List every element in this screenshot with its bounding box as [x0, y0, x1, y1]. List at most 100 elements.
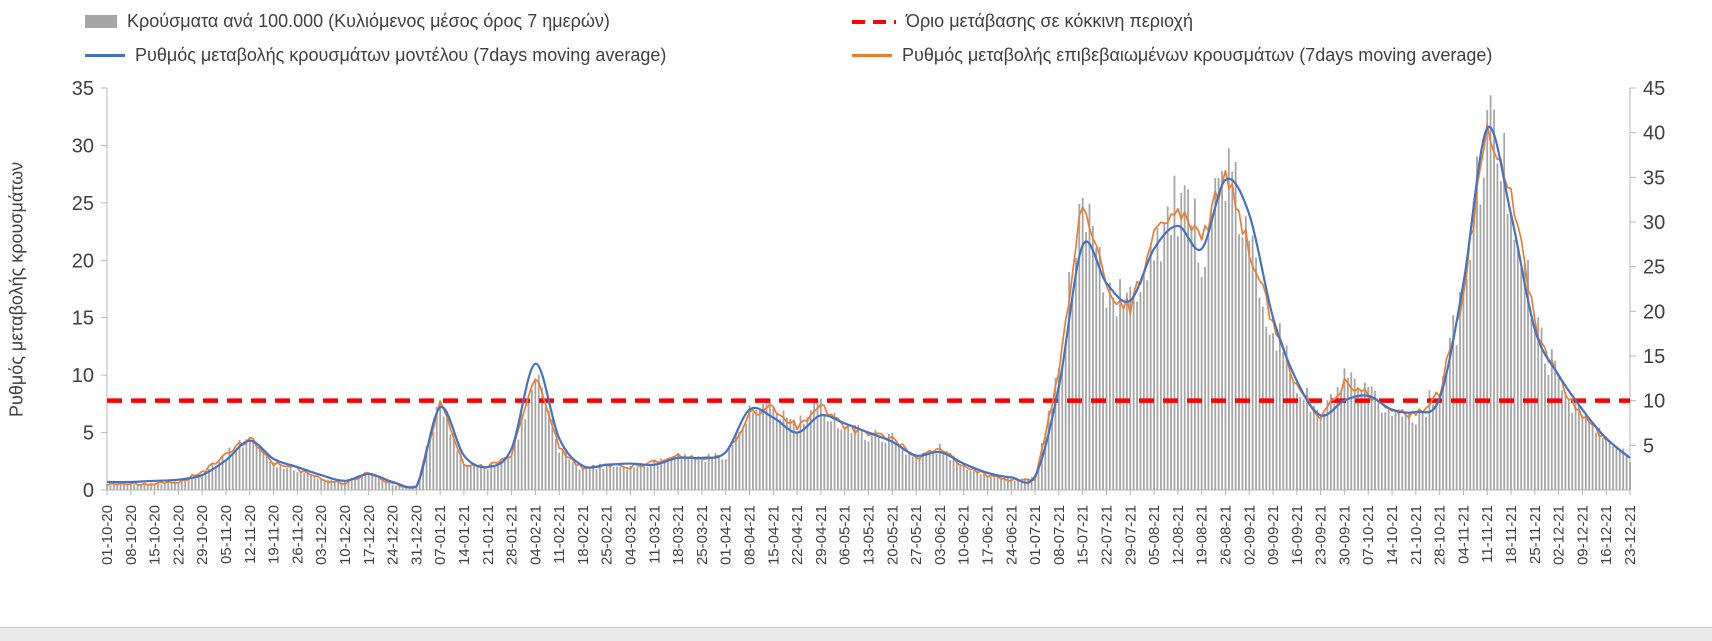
bar [677, 452, 680, 490]
left-tick-label: 5 [83, 423, 94, 445]
bar [877, 437, 880, 490]
bar [1091, 225, 1094, 490]
x-tick-label: 06-05-21 [837, 505, 854, 565]
x-tick-label: 27-05-21 [908, 505, 925, 565]
left-tick-label: 10 [72, 365, 94, 387]
bar [701, 460, 703, 490]
bar [279, 465, 282, 490]
bar [830, 421, 833, 490]
bar [1384, 412, 1387, 490]
bar [1333, 404, 1336, 490]
bar [364, 475, 367, 490]
bar [1302, 399, 1305, 490]
bar [391, 485, 394, 490]
bar [1561, 390, 1563, 490]
bar [374, 474, 377, 490]
legend-item-confirmed: Ρυθμός μεταβολής επιβεβαιωμένων κρουσμάτ… [852, 45, 1492, 66]
bar [119, 484, 122, 490]
bar [561, 448, 564, 490]
bar [636, 466, 639, 490]
bar [456, 450, 459, 490]
bar [571, 462, 574, 490]
bar [891, 433, 894, 490]
bar [160, 484, 163, 490]
bar [344, 482, 346, 490]
bar [748, 405, 751, 490]
bar [1095, 247, 1098, 490]
bar [398, 485, 401, 490]
confirmed-legend-label: Ρυθμός μεταβολής επιβεβαιωμένων κρουσμάτ… [902, 45, 1493, 65]
bar [384, 480, 387, 490]
right-tick-label: 35 [1643, 167, 1665, 189]
bar [1170, 234, 1172, 490]
bar [1047, 410, 1050, 490]
bar [1472, 201, 1475, 490]
bar [432, 431, 435, 490]
x-tick-label: 26-08-21 [1217, 505, 1234, 565]
axis-labels: 0 5 10 15 20 25 30 35 5 10 15 20 25 30 35 40 45 01-10-20 0… [72, 78, 1666, 565]
bar [483, 469, 486, 490]
bar [146, 485, 149, 490]
bar [1459, 291, 1461, 490]
x-tick-label: 05-08-21 [1146, 505, 1163, 565]
bar [1040, 443, 1043, 490]
right-tick-label: 30 [1643, 212, 1665, 234]
bar [775, 412, 778, 490]
model-legend-label: Ρυθμός μεταβολής κρουσμάτων μοντέλου (7d… [135, 45, 667, 65]
bar [1098, 247, 1101, 490]
x-tick-label: 19-11-20 [266, 505, 283, 564]
bar [170, 483, 173, 490]
bar [1132, 292, 1135, 490]
bar [983, 473, 985, 490]
bar [840, 429, 843, 490]
bar [925, 453, 928, 490]
bar [184, 478, 187, 490]
bar [1363, 382, 1366, 490]
bar [1571, 412, 1574, 490]
bar [820, 398, 822, 490]
bar [921, 452, 924, 490]
bar [1309, 412, 1312, 490]
bar [466, 464, 469, 490]
bar [616, 466, 618, 490]
bar [507, 458, 510, 490]
bar [690, 459, 693, 490]
bar [626, 469, 629, 490]
bar [993, 477, 996, 490]
right-tick-label: 10 [1643, 391, 1665, 413]
bar [622, 467, 625, 490]
left-tick-label: 35 [72, 78, 94, 100]
bar [109, 485, 112, 490]
bar [1139, 291, 1142, 490]
bar [1486, 110, 1489, 490]
bar [1469, 259, 1472, 490]
x-tick-label: 02-12-21 [1551, 505, 1568, 565]
bar [959, 464, 962, 490]
bar [116, 484, 119, 490]
bar [1085, 231, 1087, 490]
bar [153, 485, 156, 490]
bar [1530, 319, 1533, 490]
bar [323, 479, 326, 490]
bar [1591, 423, 1594, 490]
bar [945, 450, 948, 490]
bar [129, 484, 132, 490]
bar [473, 462, 476, 490]
bar [728, 446, 731, 490]
bar [619, 467, 622, 490]
bar [837, 428, 839, 490]
bar [500, 460, 503, 490]
bar [1425, 416, 1427, 490]
x-tick-label: 24-12-20 [385, 505, 402, 565]
bar [1462, 279, 1465, 490]
x-tick-label: 15-10-20 [147, 505, 164, 565]
bar [537, 374, 540, 490]
x-tick-label: 10-12-20 [337, 505, 354, 565]
bar [1353, 378, 1356, 490]
x-tick-label: 30-09-21 [1336, 505, 1353, 565]
right-tick-label: 20 [1643, 301, 1665, 323]
bar [1312, 405, 1315, 490]
bar [1248, 240, 1251, 490]
bar [429, 436, 431, 490]
bar [1316, 409, 1319, 490]
